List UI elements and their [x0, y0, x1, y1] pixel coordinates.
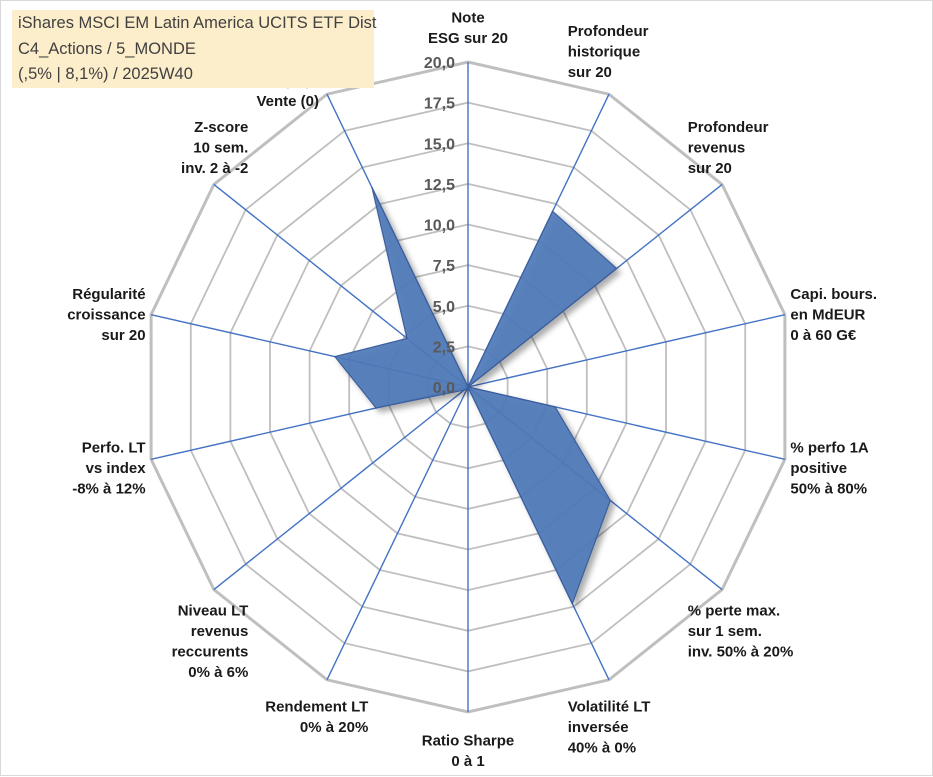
- axis-label-9-line-2: reccurents: [172, 644, 249, 661]
- axis-label-8-line-1: 0% à 20%: [300, 719, 368, 736]
- axis-label-7-line-1: 0 à 1: [451, 753, 484, 770]
- series-area: [333, 187, 618, 606]
- data-point-11: [334, 355, 336, 358]
- axis-label-6-line-2: 40% à 0%: [568, 739, 636, 756]
- axis-label-4-line-1: positive: [790, 460, 847, 477]
- axis-label-2-line-2: sur 20: [688, 160, 732, 177]
- axis-label-2-line-1: revenus: [688, 139, 746, 156]
- tick-label-2: 5,0: [433, 299, 455, 316]
- radar-series: [333, 187, 618, 606]
- data-point-13: [371, 187, 373, 189]
- axis-label-11-line-0: Régularité: [72, 286, 145, 303]
- data-point-9: [463, 389, 466, 391]
- axis-label-0-line-0: Note: [451, 10, 484, 27]
- axis-label-7-line-0: Ratio Sharpe: [422, 733, 515, 750]
- axis-label-13-line-2: Vente (0): [256, 93, 319, 110]
- tick-label-5: 12,5: [424, 177, 455, 194]
- data-point-5: [609, 499, 612, 502]
- axis-label-6-line-0: Volatilité LT: [568, 698, 651, 715]
- axis-label-12-line-2: inv. 2 à -2: [181, 160, 248, 177]
- data-point-10: [375, 407, 377, 409]
- data-point-8: [466, 387, 469, 390]
- axis-spoke-8: [326, 386, 469, 681]
- tick-label-6: 15,0: [424, 136, 455, 153]
- axis-label-12-line-1: 10 sem.: [193, 139, 248, 156]
- data-point-4: [554, 406, 556, 408]
- tick-label-0: 0,0: [433, 380, 455, 397]
- axis-label-12-line-0: Z-score: [194, 119, 248, 136]
- tick-label-7: 17,5: [424, 96, 455, 113]
- chart-title-box: iShares MSCI EM Latin America UCITS ETF …: [12, 10, 377, 88]
- data-point-2: [615, 267, 618, 270]
- axis-label-11-line-1: croissance: [67, 307, 145, 324]
- axis-label-4-line-0: % perfo 1A: [790, 440, 869, 457]
- chart-title: iShares MSCI EM Latin America UCITS ETF …: [18, 14, 377, 32]
- axis-label-2-line-0: Profondeur: [688, 119, 769, 136]
- data-point-6: [571, 602, 574, 605]
- axis-label-1-line-2: sur 20: [568, 64, 612, 81]
- axis-label-0-line-1: ESG sur 20: [428, 30, 508, 47]
- axis-label-5-line-1: sur 1 sem.: [688, 623, 762, 640]
- axis-label-5-line-2: inv. 50% à 20%: [688, 644, 794, 661]
- axis-label-10-line-1: vs index: [86, 460, 147, 477]
- axis-label-3-line-2: 0 à 60 G€: [790, 327, 857, 344]
- chart-category: C4_Actions / 5_MONDE: [18, 40, 196, 58]
- axis-label-1-line-0: Profondeur: [568, 23, 649, 40]
- data-point-12: [406, 337, 408, 340]
- chart-period: (,5% | 8,1%) / 2025W40: [18, 65, 193, 83]
- axis-label-3-line-1: en MdEUR: [790, 307, 865, 324]
- axis-label-6-line-1: inversée: [568, 719, 629, 736]
- axis-spoke-9: [213, 386, 469, 591]
- tick-label-4: 10,0: [424, 218, 455, 235]
- axis-label-3-line-0: Capi. bours.: [790, 286, 877, 303]
- data-point-1: [551, 210, 554, 213]
- axis-label-10-line-2: -8% à 12%: [72, 481, 145, 498]
- axis-label-9-line-0: Niveau LT: [178, 603, 249, 620]
- tick-label-3: 7,5: [433, 258, 455, 275]
- axis-spoke-3: [467, 314, 786, 388]
- radial-tick-labels: 0,0 2,5 5,0 7,5 10,0 12,5 15,0 17,5 20,0: [424, 55, 455, 397]
- axis-label-5-line-0: % perte max.: [688, 603, 781, 620]
- tick-label-8: 20,0: [424, 55, 455, 72]
- axis-label-11-line-2: sur 20: [101, 327, 145, 344]
- axis-label-9-line-3: 0% à 6%: [188, 664, 248, 681]
- axis-label-1-line-1: historique: [568, 44, 641, 61]
- axis-label-9-line-1: revenus: [191, 623, 249, 640]
- axis-label-10-line-0: Perfo. LT: [82, 440, 146, 457]
- tick-label-1: 2,5: [433, 339, 455, 356]
- axis-label-4-line-2: 50% à 80%: [790, 481, 867, 498]
- axis-label-8-line-0: Rendement LT: [265, 698, 368, 715]
- data-point-7: [467, 386, 469, 388]
